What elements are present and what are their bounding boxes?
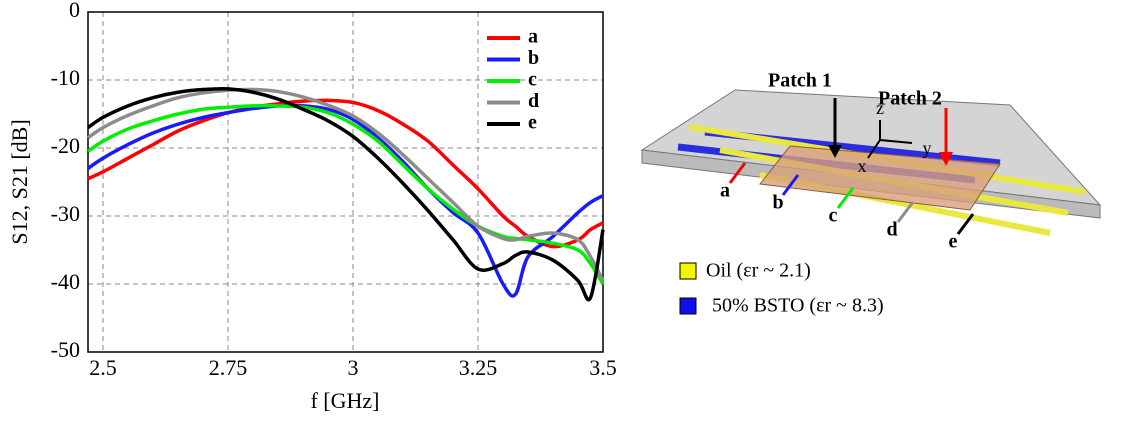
legend-label: e <box>528 112 537 134</box>
data-line <box>88 100 603 246</box>
x-tick-label: 2.5 <box>89 355 117 380</box>
y-tick-label: -20 <box>51 133 80 158</box>
y-tick-label: -50 <box>51 337 80 362</box>
patch-label: Patch 1 <box>768 70 832 92</box>
axis-label: x <box>858 156 867 176</box>
data-line <box>88 105 603 296</box>
port-label: e <box>949 231 958 253</box>
x-tick-label: 3.5 <box>589 355 617 380</box>
y-tick-label: -10 <box>51 65 80 90</box>
y-tick-label: -40 <box>51 269 80 294</box>
device-diagram: Patch 1 Patch 2 z y x a b c d e Oil (εr … <box>642 70 1100 317</box>
legend-swatch <box>680 263 696 279</box>
x-tick-label: 2.75 <box>209 355 248 380</box>
page: f [GHz] S12, S21 [dB] Patch 1 Patch 2 z … <box>0 0 1125 422</box>
axis-label: z <box>876 98 884 118</box>
port-label: a <box>720 180 730 202</box>
port-label: b <box>772 192 783 214</box>
plot-frame <box>88 12 603 352</box>
port-label: d <box>886 219 897 241</box>
y-tick-label: -30 <box>51 201 80 226</box>
legend-label: a <box>528 26 538 48</box>
y-tick-label: 0 <box>69 0 80 22</box>
figure: f [GHz] S12, S21 [dB] Patch 1 Patch 2 z … <box>0 0 1125 417</box>
x-tick-label: 3.25 <box>459 355 498 380</box>
legend-label: b <box>528 47 539 69</box>
x-axis-label: f [GHz] <box>310 388 379 413</box>
y-axis-label: S12, S21 [dB] <box>7 119 32 244</box>
port-label: c <box>829 205 838 227</box>
x-tick-label: 3 <box>348 355 359 380</box>
legend-label: 50% BSTO (εr ~ 8.3) <box>712 295 884 317</box>
patch-label: Patch 2 <box>878 88 942 110</box>
legend-swatch <box>680 298 696 314</box>
legend-label: c <box>528 69 537 91</box>
legend-label: Oil (εr ~ 2.1) <box>706 260 811 282</box>
legend-label: d <box>528 90 539 112</box>
axis-label: y <box>923 138 932 158</box>
